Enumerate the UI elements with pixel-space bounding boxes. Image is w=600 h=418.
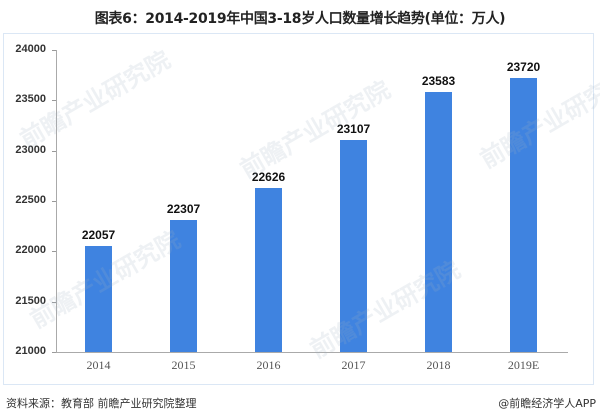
value-label: 23720: [506, 60, 541, 75]
chart-frame: [3, 33, 594, 385]
y-tick-label: 22500: [15, 194, 46, 206]
y-tick-mark: [52, 352, 56, 353]
value-label: 23107: [336, 121, 371, 136]
x-tick-label: 2017: [341, 358, 366, 372]
y-tick-mark: [52, 251, 56, 253]
y-tick-label: 21500: [15, 294, 46, 307]
x-axis-line: [56, 352, 568, 353]
y-tick-label: 21000: [15, 345, 46, 357]
x-tick-label: 2014: [86, 358, 111, 372]
bar-2014: [85, 245, 112, 352]
value-label: 22626: [251, 170, 286, 185]
y-tick-mark: [52, 201, 56, 202]
y-tick-mark: [52, 150, 56, 152]
y-tick-label: 24000: [15, 43, 46, 55]
bar-2017: [340, 139, 367, 352]
x-tick-label: 2019E: [507, 358, 540, 372]
y-tick-mark: [52, 301, 56, 303]
chart-title: 图表6：2014-2019年中国3-18岁人口数量增长趋势(单位：万人): [94, 11, 506, 27]
x-tick-label: 2015: [171, 358, 196, 372]
value-label: 22307: [166, 202, 201, 217]
credit-note: @前瞻经济学人APP: [498, 397, 596, 410]
bar-2016: [255, 188, 282, 352]
y-axis-line: [56, 50, 57, 352]
bar-2019E: [510, 78, 537, 352]
value-label: 23583: [421, 73, 456, 88]
y-tick-label: 22000: [15, 244, 46, 257]
y-tick-label: 23000: [15, 143, 46, 156]
y-tick-mark: [52, 100, 56, 102]
value-label: 22057: [81, 227, 116, 242]
source-note: 资料来源：教育部 前瞻产业研究院整理: [6, 397, 197, 410]
y-tick-mark: [52, 50, 56, 51]
bar-2018: [425, 91, 452, 352]
y-tick-label: 23500: [15, 93, 46, 106]
bar-2015: [170, 220, 197, 352]
x-tick-label: 2018: [426, 358, 451, 372]
x-tick-label: 2016: [256, 358, 281, 372]
